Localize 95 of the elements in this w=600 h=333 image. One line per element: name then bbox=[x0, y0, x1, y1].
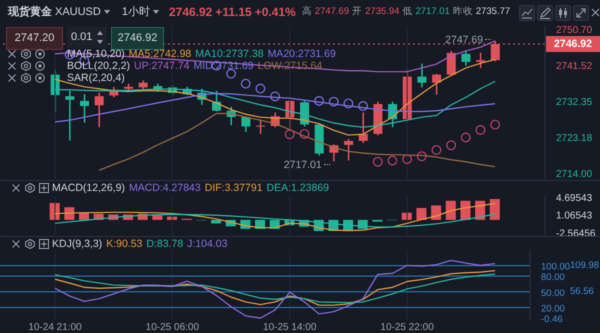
candlestick bbox=[65, 90, 74, 142]
annotation: 2717.01 bbox=[282, 159, 323, 172]
text: +11.15 bbox=[215, 4, 252, 18]
annotation: 2747.20 bbox=[6, 27, 63, 50]
point bbox=[300, 128, 310, 139]
point bbox=[388, 156, 398, 166]
text: 2717.01 bbox=[415, 6, 450, 17]
point bbox=[255, 84, 266, 94]
bar bbox=[64, 207, 74, 220]
point bbox=[314, 96, 324, 106]
y-tick-label: 4.69543 bbox=[556, 192, 593, 204]
point bbox=[402, 154, 412, 164]
point bbox=[358, 101, 368, 111]
y-tick-label: 2741.52 bbox=[556, 61, 593, 72]
series-label: MACD:4.27843 bbox=[128, 182, 201, 194]
point bbox=[432, 145, 442, 155]
y-tick-label: 2732.35 bbox=[556, 97, 593, 108]
point bbox=[240, 78, 251, 89]
text: K:90.53 bbox=[106, 238, 142, 250]
candlestick bbox=[241, 115, 250, 133]
text: MA5:2742.98 bbox=[128, 48, 192, 60]
point bbox=[446, 140, 456, 150]
chart-title: 现货黄金 bbox=[8, 4, 52, 19]
point bbox=[284, 129, 295, 140]
text: 昨收 bbox=[452, 5, 473, 18]
point bbox=[344, 98, 354, 108]
y-tick-label: 50.00 bbox=[541, 288, 565, 299]
point bbox=[476, 125, 486, 135]
series-label: UP:2747.74 bbox=[134, 60, 190, 72]
text: 开 bbox=[352, 5, 362, 18]
bar bbox=[402, 212, 412, 220]
annotation: 0.01 bbox=[67, 27, 107, 48]
text: 低 bbox=[402, 5, 412, 18]
point bbox=[328, 96, 339, 107]
bar bbox=[152, 215, 162, 220]
annotation: BOLL(20,2,2) bbox=[67, 60, 130, 72]
candlestick bbox=[80, 94, 90, 124]
point bbox=[490, 120, 500, 130]
bar bbox=[490, 199, 500, 220]
x-tick-label: 10-25 14:00 bbox=[263, 322, 317, 333]
candlestick bbox=[417, 62, 426, 88]
chart-subtitle: XAUUSD bbox=[55, 6, 101, 18]
y-tick-label: 1.06543 bbox=[556, 210, 593, 222]
y-tick-label: 100.00 bbox=[541, 262, 570, 273]
y-tick-label: 20.00 bbox=[541, 303, 565, 314]
candlestick bbox=[461, 50, 470, 66]
annotation: 2746.92 bbox=[118, 32, 158, 44]
bar bbox=[416, 208, 426, 220]
text: MA20:2731.69 bbox=[268, 48, 336, 60]
y-tick-label: 2723.18 bbox=[556, 133, 593, 144]
text: 56.56 bbox=[570, 286, 594, 298]
text: +0.41% bbox=[254, 4, 296, 18]
text: MACD(12,26,9) bbox=[52, 182, 125, 194]
text: 109.98 bbox=[570, 260, 600, 272]
candlestick bbox=[344, 138, 354, 162]
annotation: KDJ(9,3,3) bbox=[52, 238, 102, 250]
text: 2735.77 bbox=[476, 6, 510, 17]
candlestick bbox=[358, 112, 368, 144]
y-tick-label: 80.00 bbox=[541, 272, 565, 284]
candlestick bbox=[432, 73, 442, 96]
point bbox=[416, 151, 427, 162]
text: DEA:1.23869 bbox=[266, 182, 330, 194]
annotation: SAR(2,20,4) bbox=[67, 72, 125, 84]
bar bbox=[167, 216, 178, 220]
bar bbox=[211, 220, 222, 224]
text: D:83.78 bbox=[146, 238, 184, 250]
candlestick bbox=[446, 50, 456, 76]
text: J:104.03 bbox=[187, 238, 228, 250]
line-series bbox=[54, 213, 496, 228]
text: 高 bbox=[302, 5, 312, 18]
candlestick bbox=[94, 92, 104, 128]
x-tick-label: 10-25 22:00 bbox=[380, 322, 434, 333]
point bbox=[372, 156, 383, 167]
text: 1小时 bbox=[122, 5, 150, 19]
candlestick bbox=[476, 52, 486, 69]
line-series bbox=[54, 260, 496, 319]
annotation: 2747.69 bbox=[444, 34, 484, 46]
text: 2746.92 bbox=[168, 4, 212, 18]
y-tick-label: 2750.70 bbox=[556, 25, 593, 36]
line-series bbox=[54, 202, 496, 232]
y-tick-label: -0.46 bbox=[541, 314, 563, 326]
text: DIF:3.37791 bbox=[204, 182, 263, 194]
bar bbox=[431, 205, 442, 220]
x-tick-label: 10-24 21:00 bbox=[28, 322, 82, 333]
line-series bbox=[54, 92, 496, 123]
text: MA10:2737.38 bbox=[195, 48, 264, 60]
point bbox=[270, 92, 280, 102]
point bbox=[460, 132, 471, 142]
y-tick-label: 2714.00 bbox=[556, 169, 593, 180]
x-tick-label: 10-25 06:00 bbox=[146, 322, 200, 333]
text: 2735.94 bbox=[365, 6, 400, 17]
ref-line-label: 2746.92 bbox=[546, 36, 600, 52]
bar bbox=[446, 200, 456, 220]
candlestick bbox=[256, 119, 266, 135]
text: 2747.69 bbox=[314, 6, 350, 17]
